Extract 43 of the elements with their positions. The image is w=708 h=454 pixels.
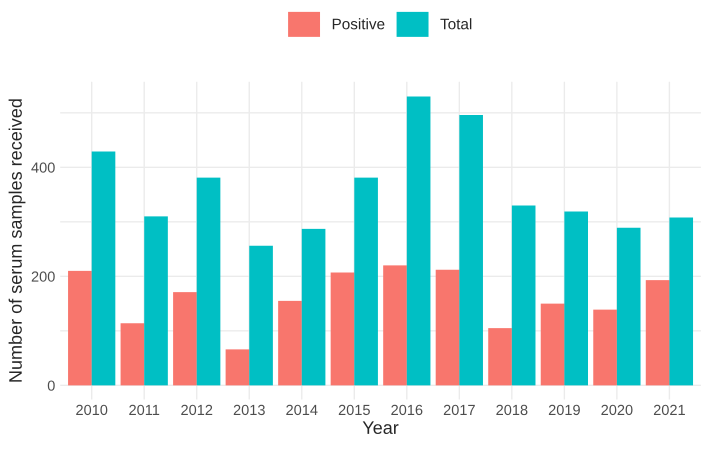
x-tick-label: 2018 (496, 404, 528, 416)
bar (173, 292, 197, 386)
bar (616, 228, 641, 386)
bar (512, 205, 536, 386)
bar (436, 270, 460, 386)
legend-label: Total (440, 18, 472, 30)
bar (669, 217, 694, 386)
bar (383, 265, 407, 386)
bar (488, 328, 512, 386)
bar (330, 272, 354, 386)
bar (406, 96, 430, 386)
y-axis-title: Number of serum samples received (8, 99, 26, 382)
bar (564, 211, 588, 386)
x-tick-label: 2010 (76, 404, 108, 416)
bar (249, 246, 273, 386)
y-tick-label: 0 (48, 380, 55, 391)
bar (144, 216, 168, 386)
bar (278, 300, 302, 386)
bar (120, 323, 144, 386)
x-axis-title: Year (362, 421, 398, 434)
y-tick-label: 400 (31, 162, 55, 173)
bar (226, 349, 250, 386)
bar (646, 280, 670, 386)
y-tick-label: 200 (32, 271, 55, 282)
x-tick-label: 2021 (654, 404, 685, 416)
bar (593, 310, 617, 386)
x-tick-label: 2019 (548, 404, 580, 416)
bar (459, 114, 483, 386)
x-tick-label: 2020 (601, 404, 633, 416)
x-tick-label: 2011 (129, 404, 160, 416)
bar (540, 304, 564, 386)
legend-label: Positive (332, 18, 384, 30)
x-tick-label: 2012 (181, 404, 212, 416)
x-tick-label: 2017 (444, 404, 475, 416)
bar (92, 151, 116, 386)
bar (354, 178, 378, 386)
bar (302, 228, 326, 386)
x-tick-label: 2015 (338, 404, 370, 416)
bar (68, 270, 92, 386)
x-tick-label: 2013 (234, 404, 265, 416)
x-tick-label: 2014 (286, 404, 318, 416)
x-tick-label: 2016 (391, 404, 422, 416)
bar (196, 178, 220, 386)
